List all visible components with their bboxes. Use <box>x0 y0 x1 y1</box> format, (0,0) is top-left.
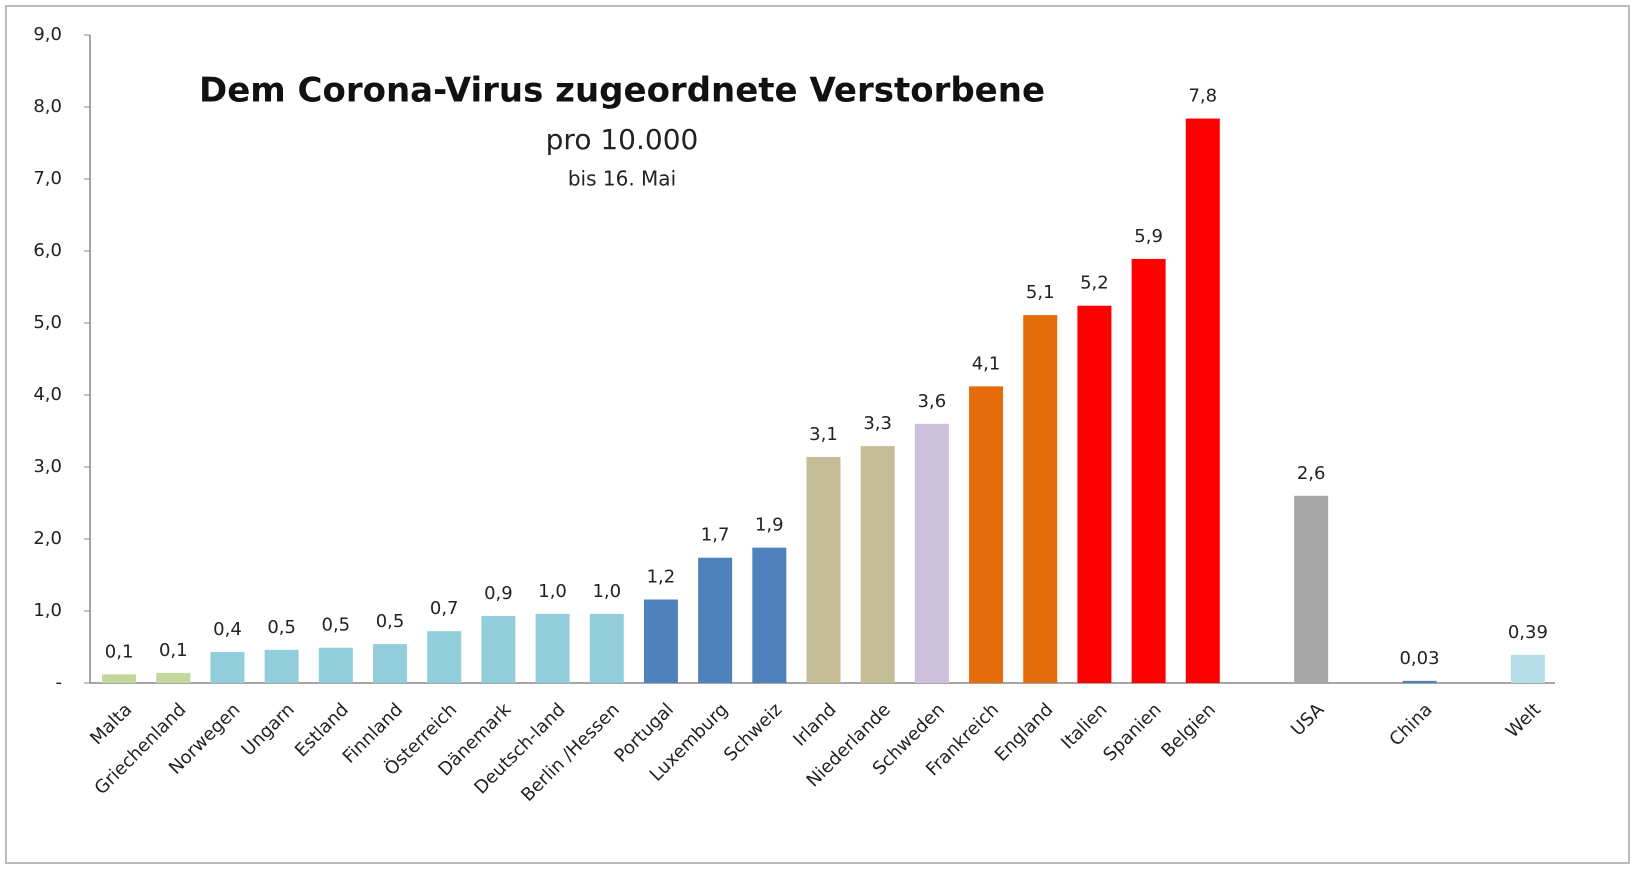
y-tick-label: 2,0 <box>33 528 62 549</box>
y-tick-label: - <box>56 672 63 693</box>
y-tick-label: 6,0 <box>33 240 62 261</box>
value-label: 3,6 <box>918 391 947 412</box>
chart-note: bis 16. Mai <box>568 167 676 191</box>
y-tick-label: 1,0 <box>33 600 62 621</box>
value-label: 4,1 <box>972 353 1001 374</box>
value-label: 1,0 <box>592 581 621 602</box>
frame <box>5 5 1630 864</box>
bar <box>969 386 1004 683</box>
bar <box>1294 495 1329 683</box>
y-tick-label: 9,0 <box>33 24 62 45</box>
value-label: 5,2 <box>1080 273 1109 294</box>
bar <box>210 652 245 683</box>
value-label: 3,1 <box>809 424 838 445</box>
bar <box>264 649 299 683</box>
y-tick-label: 4,0 <box>33 384 62 405</box>
value-label: 0,1 <box>105 641 134 662</box>
value-label: 1,2 <box>647 566 676 587</box>
y-tick-label: 8,0 <box>33 96 62 117</box>
value-label: 1,7 <box>701 525 730 546</box>
bar <box>535 613 570 683</box>
value-label: 0,5 <box>322 615 351 636</box>
bar <box>102 674 137 683</box>
value-label: 0,5 <box>267 617 296 638</box>
value-label: 5,9 <box>1134 226 1163 247</box>
y-tick-label: 3,0 <box>33 456 62 477</box>
bar <box>698 557 733 683</box>
value-label: 5,1 <box>1026 282 1055 303</box>
value-label: 0,03 <box>1399 648 1439 669</box>
bar <box>752 547 787 683</box>
value-label: 0,4 <box>213 619 242 640</box>
bar <box>914 423 949 683</box>
bar <box>481 616 516 683</box>
bar <box>1185 118 1220 683</box>
chart-title: Dem Corona-Virus zugeordnete Verstorbene <box>199 71 1045 111</box>
bar <box>156 672 191 683</box>
bar <box>427 631 462 683</box>
bar <box>1023 315 1058 683</box>
y-tick-label: 5,0 <box>33 312 62 333</box>
bar <box>373 644 408 683</box>
value-label: 1,0 <box>538 581 567 602</box>
value-label: 2,6 <box>1297 463 1326 484</box>
bar <box>643 599 678 683</box>
bar <box>860 446 895 683</box>
bar <box>1131 258 1166 683</box>
value-label: 0,9 <box>484 583 513 604</box>
bar <box>589 613 624 683</box>
y-tick-label: 7,0 <box>33 168 62 189</box>
value-label: 0,5 <box>376 611 405 632</box>
value-label: 0,39 <box>1508 622 1548 643</box>
chart-subtitle: pro 10.000 <box>546 123 699 156</box>
bar <box>318 647 353 683</box>
bar <box>806 456 841 683</box>
value-label: 3,3 <box>863 413 892 434</box>
value-label: 7,8 <box>1188 86 1217 107</box>
bar <box>1077 305 1112 683</box>
value-label: 0,7 <box>430 598 459 619</box>
value-label: 1,9 <box>755 515 784 536</box>
value-label: 0,1 <box>159 640 188 661</box>
bar <box>1510 654 1545 683</box>
bar <box>1402 680 1437 683</box>
